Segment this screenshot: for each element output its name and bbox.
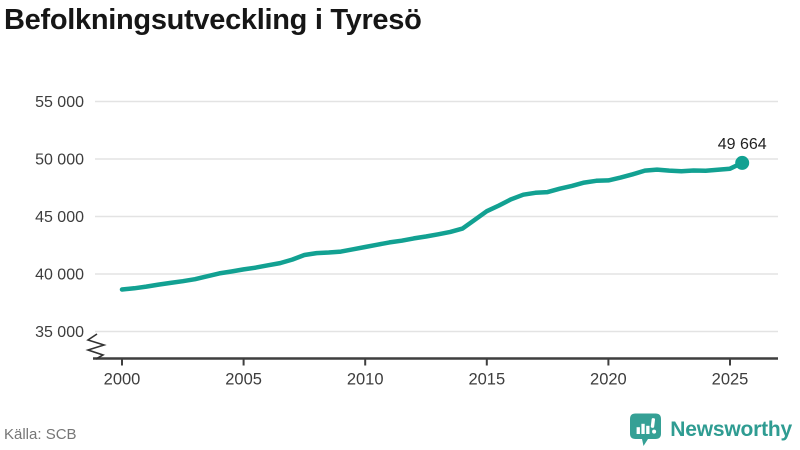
y-tick-label: 35 000 — [35, 324, 84, 341]
end-point-marker — [735, 155, 750, 170]
newsworthy-wordmark: Newsworthy — [670, 418, 792, 441]
end-value-label: 49 664 — [718, 136, 767, 153]
x-tick-label: 2015 — [468, 371, 505, 389]
x-tick-label: 2020 — [590, 371, 627, 389]
page-title: Befolkningsutveckling i Tyresö — [4, 4, 422, 36]
y-tick-label: 55 000 — [35, 94, 84, 111]
y-tick-label: 50 000 — [35, 152, 84, 169]
population-line — [119, 160, 745, 292]
newsworthy-logo[interactable]: Newsworthy — [630, 413, 792, 447]
source-label: Källa: SCB — [4, 426, 77, 443]
x-tick-label: 2005 — [225, 371, 262, 389]
x-tick-label: 2025 — [712, 371, 749, 389]
x-tick-label: 2010 — [347, 371, 384, 389]
x-tick-label: 2000 — [104, 371, 141, 389]
axis-break-icon — [85, 333, 107, 360]
y-tick-label: 45 000 — [35, 209, 84, 226]
bar-chart-bubble-icon — [630, 413, 662, 446]
y-tick-label: 40 000 — [35, 267, 84, 284]
